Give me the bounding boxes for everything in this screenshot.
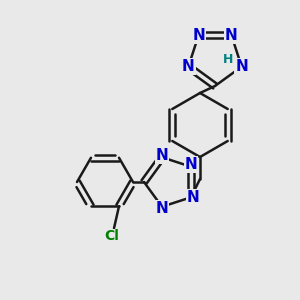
Text: N: N	[235, 59, 248, 74]
Text: N: N	[182, 59, 195, 74]
Text: N: N	[156, 148, 168, 163]
Text: N: N	[192, 28, 205, 43]
Text: Cl: Cl	[105, 229, 119, 243]
Text: N: N	[156, 201, 168, 216]
Text: H: H	[222, 53, 233, 66]
Text: N: N	[225, 28, 238, 43]
Text: N: N	[187, 190, 200, 205]
Text: N: N	[185, 157, 197, 172]
